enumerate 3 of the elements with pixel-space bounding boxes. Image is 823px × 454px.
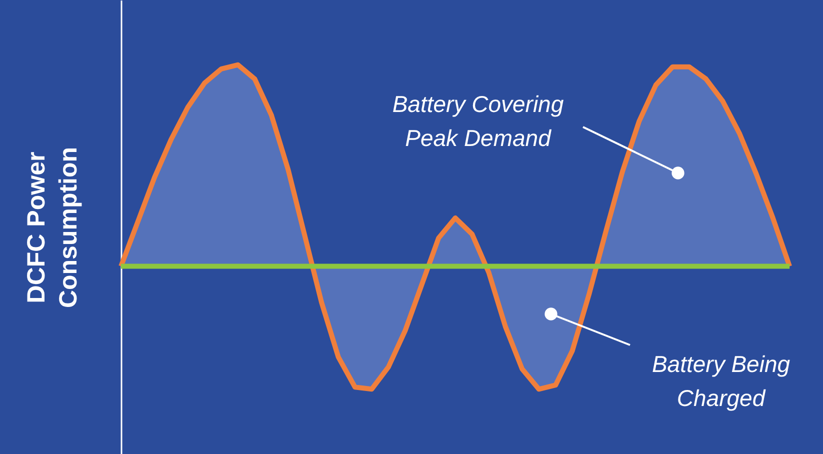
annotation: Battery Being Charged bbox=[652, 351, 790, 411]
annotation: Battery Covering Peak Demand bbox=[392, 91, 564, 151]
y-axis-title: DCFC Power Consumption bbox=[22, 146, 82, 308]
